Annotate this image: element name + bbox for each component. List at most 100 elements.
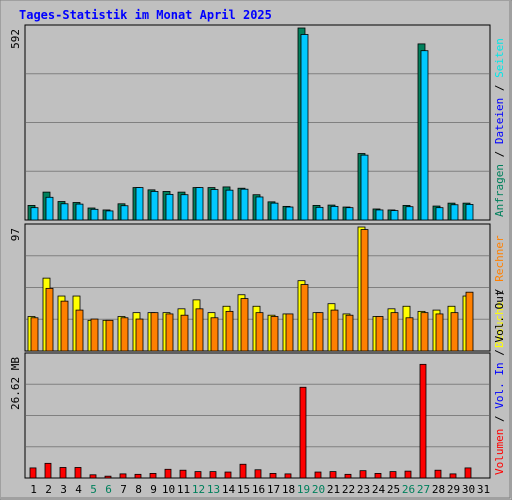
bar-volumen-day-16 [254, 469, 262, 479]
bar-dateien-day-25 [390, 210, 399, 221]
legend-separator: / [493, 409, 506, 429]
bar-volumen-day-12 [194, 471, 202, 479]
bar-rechner-day-11 [180, 314, 189, 352]
bar-rechner-day-14 [225, 310, 234, 352]
bar-rechner-day-17 [270, 316, 279, 352]
x-tick-label: 2 [45, 483, 52, 496]
bar-dateien-day-6 [105, 210, 114, 221]
bar-volumen-day-17 [269, 473, 277, 479]
bar-dateien-day-8 [135, 187, 144, 221]
y-max-label: 26.62 MB [9, 357, 22, 410]
x-tick-label: 7 [120, 483, 127, 496]
legend-entry: Besuche [493, 302, 506, 348]
bar-volumen-day-29 [449, 473, 457, 479]
legend-separator: / [493, 343, 506, 363]
bar-dateien-day-13 [210, 189, 219, 221]
x-tick-label: 18 [282, 483, 295, 496]
bar-dateien-day-26 [405, 206, 414, 221]
bar-rechner-day-26 [405, 317, 414, 352]
bar-volumen-day-15 [239, 463, 247, 479]
bar-volumen-day-13 [209, 471, 217, 479]
bar-volumen-day-14 [224, 471, 232, 479]
legend-entry: Rechner [493, 235, 506, 282]
bar-rechner-day-18 [285, 313, 294, 352]
bar-rechner-day-13 [210, 317, 219, 352]
bar-rechner-day-7 [120, 317, 129, 352]
chart-title: Tages-Statistik im Monat April 2025 [19, 8, 272, 22]
bar-rechner-day-2 [45, 287, 54, 352]
legend-requests: Anfragen / Dateien / Seiten [493, 38, 506, 217]
bar-dateien-day-7 [120, 205, 129, 221]
bar-dateien-day-21 [330, 205, 339, 221]
x-tick-label: 24 [372, 483, 386, 496]
bar-volumen-day-5 [89, 474, 97, 479]
bar-rechner-day-8 [135, 318, 144, 352]
bar-rechner-day-25 [390, 312, 399, 352]
bar-volumen-day-7 [119, 473, 127, 479]
bar-rechner-day-29 [450, 312, 459, 352]
x-tick-label: 1 [30, 483, 37, 496]
bar-volumen-day-24 [374, 473, 382, 479]
bar-dateien-day-2 [45, 196, 54, 221]
bar-dateien-day-4 [75, 203, 84, 221]
bar-rechner-day-15 [240, 298, 249, 352]
bar-rechner-day-19 [300, 284, 309, 352]
legend-entry: Dateien [493, 98, 506, 144]
bar-volumen-day-3 [59, 467, 67, 479]
bar-volumen-day-4 [74, 467, 82, 479]
x-tick-label: 28 [432, 483, 445, 496]
bar-volumen-day-1 [29, 467, 37, 479]
bar-volumen-day-28 [434, 469, 442, 479]
legend-entry: Volumen [493, 429, 506, 475]
bar-volumen-day-2 [44, 462, 52, 479]
x-tick-label: 19 [297, 483, 310, 496]
bar-volumen-day-22 [344, 473, 352, 479]
bar-volumen-day-6 [104, 475, 112, 479]
bar-rechner-day-12 [195, 308, 204, 352]
x-tick-label: 25 [387, 483, 400, 496]
bar-rechner-day-22 [345, 314, 354, 352]
x-tick-label: 8 [135, 483, 142, 496]
bar-dateien-day-15 [240, 188, 249, 221]
legend-visits: Besuche / Rechner [493, 235, 506, 348]
x-tick-label: 14 [222, 483, 236, 496]
bar-volumen-day-9 [149, 473, 157, 479]
bar-volumen-day-19 [299, 386, 307, 479]
bar-rechner-day-3 [60, 300, 69, 352]
bar-rechner-day-28 [435, 313, 444, 352]
y-max-label: 97 [9, 228, 22, 241]
x-tick-label: 21 [327, 483, 340, 496]
x-tick-label: 9 [150, 483, 157, 496]
legend-separator: / [493, 282, 506, 302]
bar-rechner-day-27 [420, 312, 429, 352]
legend-entry: Vol. In [493, 362, 506, 408]
bar-dateien-day-23 [360, 154, 369, 221]
bar-rechner-day-4 [75, 309, 84, 352]
bar-rechner-day-1 [30, 317, 39, 352]
x-tick-label: 26 [402, 483, 415, 496]
legend-entry: Vol. Out [493, 290, 506, 343]
bar-dateien-day-30 [465, 204, 474, 221]
x-tick-label: 6 [105, 483, 112, 496]
x-tick-label: 23 [357, 483, 370, 496]
bar-dateien-day-10 [165, 193, 174, 221]
x-tick-label: 3 [60, 483, 67, 496]
bar-dateien-day-9 [150, 191, 159, 221]
x-tick-label: 22 [342, 483, 355, 496]
bar-dateien-day-28 [435, 207, 444, 221]
bar-rechner-day-5 [90, 318, 99, 352]
bar-dateien-day-3 [60, 203, 69, 221]
x-tick-label: 11 [177, 483, 190, 496]
bar-dateien-day-17 [270, 202, 279, 221]
x-tick-label: 4 [75, 483, 82, 496]
bar-volumen-day-26 [404, 470, 412, 479]
x-tick-label: 27 [417, 483, 430, 496]
x-tick-label: 12 [192, 483, 205, 496]
bar-dateien-day-12 [195, 187, 204, 221]
bar-dateien-day-27 [420, 50, 429, 221]
bar-volumen-day-27 [419, 363, 427, 479]
bar-dateien-day-16 [255, 196, 264, 221]
legend-separator: / [493, 78, 506, 98]
bar-rechner-day-20 [315, 312, 324, 352]
